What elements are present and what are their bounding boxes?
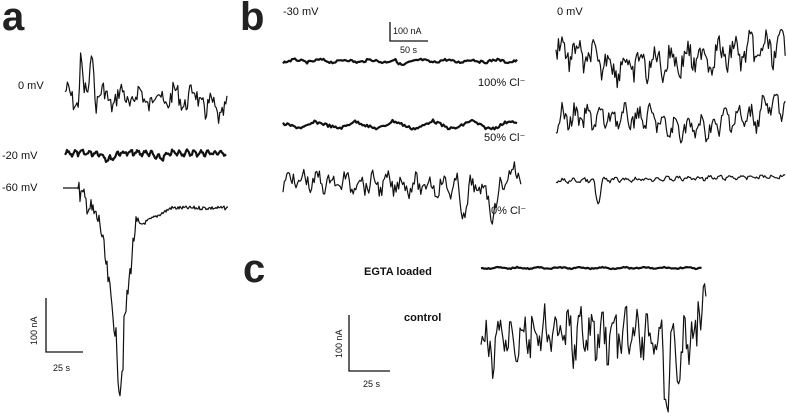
scalebar-b [389,22,428,42]
label-0pct-cl: 0% Cl⁻ [491,205,527,217]
scalebar-a [45,298,83,353]
scalebar-c-time: 25 s [363,379,381,389]
trace-b-right-0cl [555,174,786,205]
label-minus60mv: -60 mV [2,182,38,194]
trace-b-right-50cl [555,93,786,144]
scalebar-b-time: 50 s [400,45,418,55]
trace-a-minus60mv [63,181,228,397]
scalebar-b-amplitude: 100 nA [393,26,422,36]
label-100pct-cl: 100% Cl⁻ [478,77,526,89]
trace-b-left-50cl [282,118,518,131]
trace-c-control [480,283,707,413]
label-50pct-cl: 50% Cl⁻ [484,132,526,144]
trace-c-egta [480,265,702,271]
scalebar-a-amplitude: 100 nA [29,316,39,345]
trace-b-left-0cl [282,161,522,225]
trace-b-right-100cl [555,28,786,89]
label-b-0mv: 0 mV [557,6,583,18]
label-control: control [404,312,442,324]
trace-a-0mv [64,52,228,124]
label-egta-loaded: EGTA loaded [364,266,432,278]
panel-letter-c: c [243,247,266,291]
scalebar-a-time: 25 s [53,363,71,373]
label-0mv: 0 mV [18,80,44,92]
scalebar-c-amplitude: 100 nA [334,329,344,358]
scalebar-c [348,315,390,372]
panel-letter-a: a [2,0,25,39]
label-minus20mv: -20 mV [2,150,38,162]
panel-letter-b: b [240,0,265,39]
label-b-minus30mv: -30 mV [283,6,319,18]
trace-b-left-100cl [282,57,518,66]
trace-a-minus20mv [64,148,227,164]
